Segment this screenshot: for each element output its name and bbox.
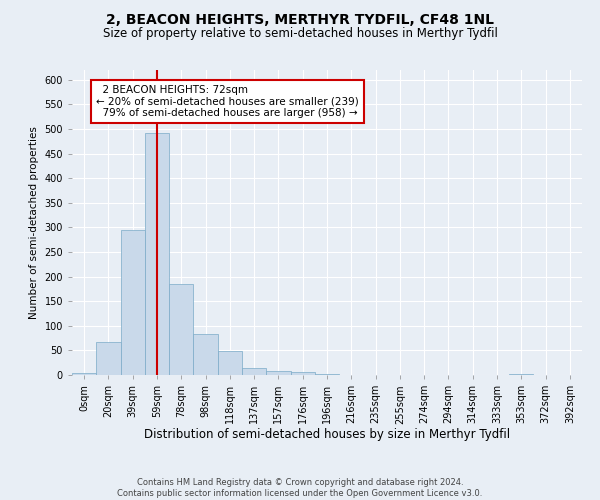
X-axis label: Distribution of semi-detached houses by size in Merthyr Tydfil: Distribution of semi-detached houses by … <box>144 428 510 440</box>
Bar <box>315 374 339 375</box>
Bar <box>290 372 315 375</box>
Bar <box>145 133 169 375</box>
Text: Size of property relative to semi-detached houses in Merthyr Tydfil: Size of property relative to semi-detach… <box>103 28 497 40</box>
Bar <box>242 368 266 375</box>
Bar <box>266 370 290 375</box>
Y-axis label: Number of semi-detached properties: Number of semi-detached properties <box>29 126 39 319</box>
Bar <box>169 284 193 375</box>
Text: 2, BEACON HEIGHTS, MERTHYR TYDFIL, CF48 1NL: 2, BEACON HEIGHTS, MERTHYR TYDFIL, CF48 … <box>106 12 494 26</box>
Text: Contains HM Land Registry data © Crown copyright and database right 2024.
Contai: Contains HM Land Registry data © Crown c… <box>118 478 482 498</box>
Text: 2 BEACON HEIGHTS: 72sqm
← 20% of semi-detached houses are smaller (239)
  79% of: 2 BEACON HEIGHTS: 72sqm ← 20% of semi-de… <box>96 85 359 118</box>
Bar <box>72 373 96 375</box>
Bar <box>509 374 533 375</box>
Bar <box>193 334 218 375</box>
Bar <box>121 230 145 375</box>
Bar <box>218 352 242 375</box>
Bar <box>96 342 121 375</box>
